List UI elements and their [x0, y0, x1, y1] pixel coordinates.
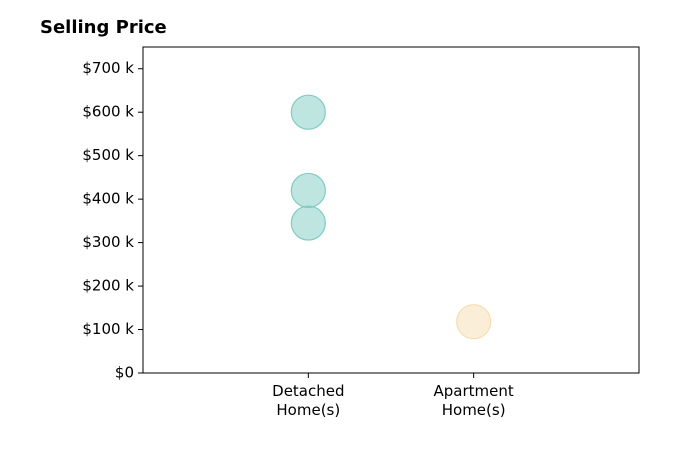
plot-frame [142, 46, 640, 374]
x-tick-label: Apartment Home(s) [433, 382, 514, 419]
y-tick-label: $600 k [82, 103, 134, 121]
y-tick-label: $100 k [82, 320, 134, 338]
y-tick-label: $500 k [82, 146, 134, 164]
point [290, 205, 326, 241]
y-tick-label: $400 k [82, 190, 134, 208]
point [456, 304, 492, 340]
y-tick-label: $0 [115, 364, 134, 382]
y-tick-label: $700 k [82, 59, 134, 77]
chart-title: Selling Price [40, 17, 167, 38]
point [290, 94, 326, 130]
x-tick-label: Detached Home(s) [272, 382, 345, 419]
y-tick-label: $300 k [82, 233, 134, 251]
y-tick-label: $200 k [82, 277, 134, 295]
point [290, 172, 326, 209]
